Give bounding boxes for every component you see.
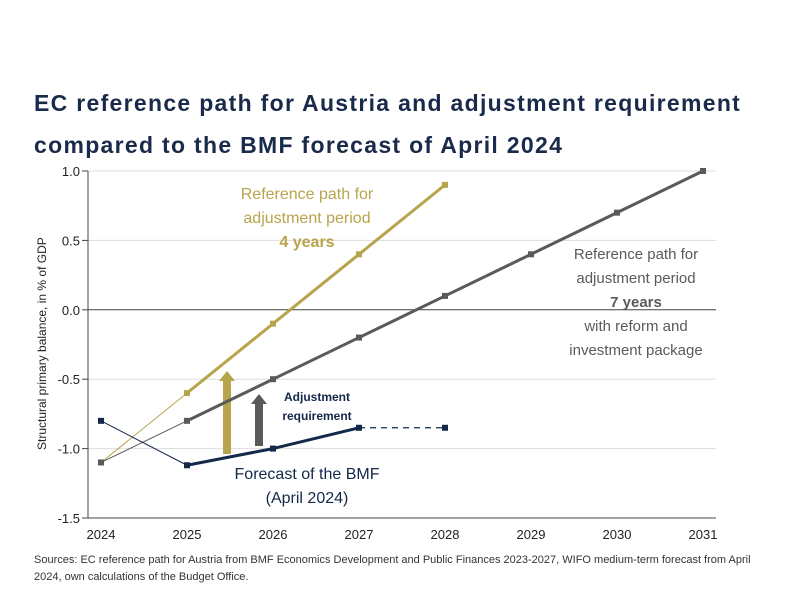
data-point xyxy=(270,320,276,327)
x-tick-label: 2025 xyxy=(173,527,202,542)
x-tick-label: 2029 xyxy=(517,527,546,542)
annotation-7-years: investment package xyxy=(569,342,702,359)
series-segment xyxy=(272,426,360,451)
x-tick-label: 2024 xyxy=(87,527,116,542)
x-tick-label: 2026 xyxy=(259,527,288,542)
data-point xyxy=(184,462,190,469)
adjustment-arrow-7y xyxy=(251,394,267,446)
data-point xyxy=(356,251,362,258)
annotation-7-years: with reform and xyxy=(583,318,687,335)
data-point xyxy=(98,459,104,466)
series-segment xyxy=(358,183,446,256)
data-point xyxy=(614,209,620,216)
x-tick-label: 2028 xyxy=(431,527,460,542)
series-segment xyxy=(100,392,188,463)
annotation-bmf-forecast: (April 2024) xyxy=(266,490,349,507)
x-tick-label: 2027 xyxy=(345,527,374,542)
data-point xyxy=(184,390,190,397)
data-point xyxy=(700,168,706,174)
series-segment xyxy=(530,211,618,256)
series-segment xyxy=(616,169,704,214)
annotation-4-years: adjustment period xyxy=(243,210,370,227)
annotation-bmf-forecast: Forecast of the BMF xyxy=(235,466,380,483)
data-point xyxy=(442,181,448,188)
series-segment xyxy=(100,420,188,466)
y-tick-label: -0.5 xyxy=(58,372,80,387)
y-tick-label: 0.5 xyxy=(62,233,80,248)
series-segment xyxy=(100,420,188,463)
annotation-7-years: Reference path for xyxy=(574,246,698,263)
data-point xyxy=(528,251,534,258)
data-point xyxy=(270,376,276,383)
series-segment xyxy=(358,294,446,339)
series-segment xyxy=(186,447,274,467)
series-segment xyxy=(272,336,360,381)
annotation-7-years: adjustment period xyxy=(576,270,695,287)
series-segment xyxy=(272,253,360,325)
annotation-adjustment: Adjustment xyxy=(284,390,350,404)
annotation-4-years: 4 years xyxy=(279,234,334,251)
x-tick-label: 2031 xyxy=(689,527,718,542)
y-tick-label: 1.0 xyxy=(62,164,80,179)
y-axis-label: Structural primary balance, in % of GDP xyxy=(35,237,49,450)
data-point xyxy=(184,417,190,424)
annotation-7-years: 7 years xyxy=(610,294,662,311)
y-tick-label: -1.5 xyxy=(58,511,80,526)
series-segment xyxy=(186,377,274,423)
series-segment xyxy=(444,252,532,298)
annotation-adjustment: requirement xyxy=(282,409,351,423)
x-tick-label: 2030 xyxy=(603,527,632,542)
annotation-4-years: Reference path for xyxy=(241,186,374,203)
data-point xyxy=(98,417,104,424)
series-segment xyxy=(186,322,274,395)
data-point xyxy=(442,424,448,431)
data-point xyxy=(270,445,276,452)
data-point xyxy=(356,424,362,431)
adjustment-arrow-4y xyxy=(219,371,235,454)
y-tick-label: -1.0 xyxy=(58,442,80,457)
data-point xyxy=(356,334,362,341)
data-point xyxy=(442,292,448,299)
chart-title: EC reference path for Austria and adjust… xyxy=(34,90,742,158)
y-tick-label: 0.0 xyxy=(62,303,80,318)
source-note: Sources: EC reference path for Austria f… xyxy=(34,554,751,583)
